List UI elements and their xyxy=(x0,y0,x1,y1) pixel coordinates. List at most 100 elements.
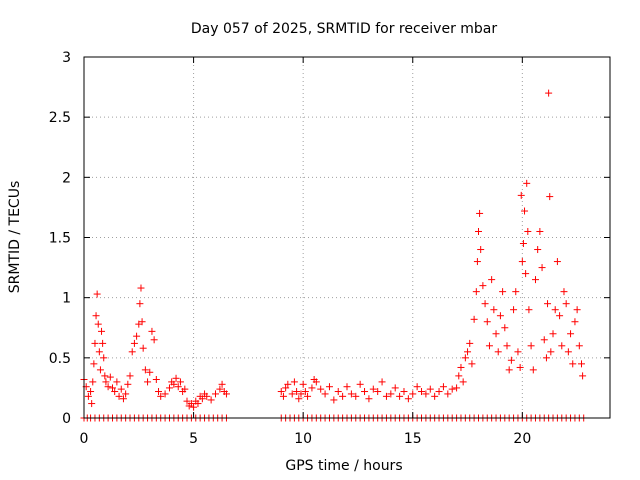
y-axis-label: SRMTID / TECUs xyxy=(7,181,23,294)
data-point xyxy=(479,282,487,290)
data-point xyxy=(119,395,127,403)
data-point xyxy=(483,318,491,326)
data-point xyxy=(470,315,478,323)
data-point xyxy=(115,392,123,400)
data-point xyxy=(517,191,525,199)
data-point xyxy=(170,380,178,388)
axis-ticks: 0 5 10 15 20 0 0.5 1 1.5 2 2.5 3 xyxy=(49,50,610,447)
data-point xyxy=(284,380,292,388)
x-tick-label: 10 xyxy=(294,431,312,447)
data-point xyxy=(187,400,195,408)
data-point xyxy=(330,396,338,404)
data-point xyxy=(117,385,125,393)
data-point xyxy=(382,392,390,400)
data-point xyxy=(137,284,145,292)
data-point xyxy=(174,383,182,391)
data-point xyxy=(519,240,527,248)
grid xyxy=(84,57,610,418)
data-point xyxy=(87,388,95,396)
data-point xyxy=(122,390,130,398)
data-point xyxy=(146,368,154,376)
data-point xyxy=(343,383,351,391)
data-point xyxy=(84,392,92,400)
data-point xyxy=(378,378,386,386)
data-point xyxy=(409,390,417,398)
data-point xyxy=(190,403,198,411)
data-point xyxy=(524,227,532,235)
data-point xyxy=(551,306,559,314)
data-point xyxy=(516,363,524,371)
data-point xyxy=(499,288,507,296)
data-point xyxy=(183,397,191,405)
data-point xyxy=(161,390,169,398)
data-point xyxy=(391,384,399,392)
data-point xyxy=(476,209,484,217)
data-point xyxy=(444,390,452,398)
data-point xyxy=(130,339,138,347)
data-point xyxy=(485,342,493,350)
data-point xyxy=(567,330,575,338)
data-point xyxy=(481,300,489,308)
y-tick-label: 1.5 xyxy=(49,231,71,247)
data-point xyxy=(218,380,226,388)
data-point xyxy=(518,258,526,266)
data-point xyxy=(514,348,522,356)
data-point xyxy=(95,348,103,356)
data-point xyxy=(93,290,101,298)
data-point xyxy=(136,300,144,308)
y-tick-label: 1 xyxy=(62,291,71,307)
data-point xyxy=(126,372,134,380)
data-point xyxy=(96,366,104,374)
data-point xyxy=(527,342,535,350)
x-tick-label: 15 xyxy=(404,431,422,447)
data-point xyxy=(297,390,305,398)
data-point xyxy=(492,330,500,338)
data-points xyxy=(80,89,588,422)
data-point xyxy=(369,385,377,393)
data-point xyxy=(464,348,472,356)
data-point xyxy=(317,385,325,393)
data-point xyxy=(400,388,408,396)
data-point xyxy=(361,388,369,396)
x-tick-label: 20 xyxy=(513,431,531,447)
data-point xyxy=(207,396,215,404)
data-point xyxy=(571,318,579,326)
data-point xyxy=(374,388,382,396)
data-point xyxy=(325,383,333,391)
data-point xyxy=(494,348,502,356)
data-point xyxy=(299,380,307,388)
data-point xyxy=(503,342,511,350)
data-point xyxy=(288,390,296,398)
data-point xyxy=(534,246,542,254)
data-point xyxy=(422,390,430,398)
data-point xyxy=(308,384,316,392)
data-point xyxy=(426,385,434,393)
data-point xyxy=(529,366,537,374)
data-point xyxy=(558,342,566,350)
data-point xyxy=(216,385,224,393)
data-point xyxy=(477,246,485,254)
data-point xyxy=(321,390,329,398)
data-point xyxy=(510,306,518,314)
data-point xyxy=(106,373,114,381)
data-point xyxy=(507,356,515,364)
data-point xyxy=(144,378,152,386)
data-point xyxy=(546,193,554,201)
data-point xyxy=(473,258,481,266)
data-point xyxy=(488,276,496,284)
data-point xyxy=(404,395,412,403)
data-point xyxy=(431,392,439,400)
data-point xyxy=(347,390,355,398)
data-point xyxy=(133,332,141,340)
data-point xyxy=(124,380,132,388)
x-tick-label: 0 xyxy=(80,431,89,447)
data-point xyxy=(290,378,298,386)
y-tick-label: 0.5 xyxy=(49,351,71,367)
data-point xyxy=(439,383,447,391)
data-point xyxy=(334,388,342,396)
data-point xyxy=(279,392,287,400)
data-point xyxy=(155,388,163,396)
data-point xyxy=(457,363,465,371)
data-point xyxy=(512,288,520,296)
data-point xyxy=(295,395,303,403)
